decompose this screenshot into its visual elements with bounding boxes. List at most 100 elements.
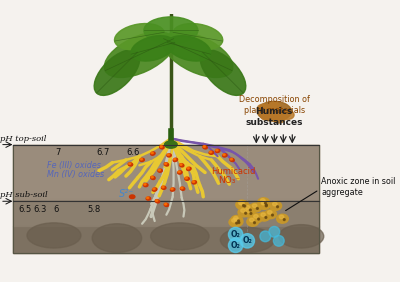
Ellipse shape	[158, 169, 162, 172]
Ellipse shape	[216, 149, 218, 151]
Text: pH top-soil: pH top-soil	[0, 135, 46, 143]
Circle shape	[273, 235, 284, 246]
Ellipse shape	[181, 187, 183, 189]
Ellipse shape	[232, 219, 236, 222]
Ellipse shape	[279, 215, 284, 219]
Ellipse shape	[131, 36, 175, 61]
Ellipse shape	[178, 171, 182, 174]
Ellipse shape	[277, 206, 278, 208]
Ellipse shape	[170, 188, 175, 191]
Ellipse shape	[247, 217, 258, 226]
Ellipse shape	[266, 204, 267, 206]
Ellipse shape	[187, 167, 189, 169]
Ellipse shape	[262, 201, 266, 204]
Text: Decomposition of
plant materials: Decomposition of plant materials	[239, 95, 310, 114]
Ellipse shape	[250, 218, 254, 222]
Ellipse shape	[173, 23, 223, 50]
Ellipse shape	[203, 146, 207, 149]
Bar	[14, 145, 319, 252]
Ellipse shape	[240, 202, 244, 205]
Ellipse shape	[92, 224, 142, 252]
Ellipse shape	[283, 219, 285, 221]
Text: Fe (III) oxides: Fe (III) oxides	[47, 161, 101, 170]
Ellipse shape	[254, 222, 255, 224]
Ellipse shape	[246, 209, 250, 213]
Ellipse shape	[277, 214, 288, 223]
Ellipse shape	[264, 202, 266, 204]
Text: 6.7: 6.7	[97, 148, 110, 157]
Circle shape	[228, 238, 243, 252]
Ellipse shape	[151, 176, 155, 180]
Ellipse shape	[160, 146, 162, 147]
Text: Anoxic zone in soil
aggregate: Anoxic zone in soil aggregate	[321, 177, 396, 197]
Ellipse shape	[250, 213, 252, 214]
Ellipse shape	[162, 186, 166, 189]
Ellipse shape	[230, 158, 234, 162]
Ellipse shape	[162, 186, 164, 188]
Ellipse shape	[268, 211, 272, 214]
Ellipse shape	[223, 154, 225, 155]
Ellipse shape	[167, 36, 211, 61]
Bar	[14, 226, 319, 252]
Ellipse shape	[268, 102, 280, 111]
Ellipse shape	[261, 201, 266, 205]
Ellipse shape	[258, 198, 270, 207]
Ellipse shape	[236, 200, 248, 209]
Ellipse shape	[236, 222, 238, 224]
Ellipse shape	[27, 223, 81, 248]
Ellipse shape	[257, 102, 291, 121]
Ellipse shape	[234, 218, 238, 222]
Ellipse shape	[230, 158, 232, 160]
Ellipse shape	[238, 208, 250, 217]
Ellipse shape	[258, 212, 270, 221]
Ellipse shape	[151, 223, 209, 250]
Text: O₂: O₂	[231, 230, 240, 239]
Ellipse shape	[238, 201, 243, 205]
Ellipse shape	[231, 217, 243, 226]
Ellipse shape	[128, 163, 131, 164]
Ellipse shape	[250, 203, 262, 212]
Ellipse shape	[210, 151, 212, 153]
Ellipse shape	[164, 141, 177, 148]
Ellipse shape	[220, 227, 274, 252]
Ellipse shape	[140, 158, 142, 160]
Ellipse shape	[192, 181, 196, 184]
Bar	[14, 145, 319, 252]
Ellipse shape	[140, 158, 144, 162]
Ellipse shape	[272, 214, 273, 216]
Ellipse shape	[265, 217, 267, 218]
Text: O₂: O₂	[231, 241, 240, 250]
Ellipse shape	[231, 215, 242, 224]
Ellipse shape	[164, 163, 169, 166]
Ellipse shape	[167, 154, 170, 155]
Ellipse shape	[144, 184, 146, 185]
Ellipse shape	[151, 152, 155, 155]
Ellipse shape	[185, 177, 188, 179]
Ellipse shape	[241, 209, 245, 212]
Text: Humics
substances: Humics substances	[246, 107, 303, 127]
Ellipse shape	[152, 188, 157, 191]
Ellipse shape	[155, 200, 160, 203]
Ellipse shape	[187, 167, 191, 171]
Circle shape	[228, 227, 243, 242]
Ellipse shape	[273, 202, 277, 206]
Bar	[14, 199, 319, 226]
Ellipse shape	[270, 201, 282, 210]
Ellipse shape	[216, 149, 220, 153]
Text: 6.5: 6.5	[18, 205, 32, 214]
Ellipse shape	[243, 205, 254, 214]
Ellipse shape	[261, 111, 273, 120]
Ellipse shape	[257, 104, 270, 113]
Ellipse shape	[94, 50, 140, 95]
Ellipse shape	[259, 200, 270, 209]
Ellipse shape	[171, 188, 173, 190]
Ellipse shape	[144, 17, 198, 44]
Ellipse shape	[144, 184, 148, 187]
Ellipse shape	[104, 32, 174, 78]
Ellipse shape	[130, 195, 135, 199]
Ellipse shape	[234, 216, 238, 220]
Ellipse shape	[279, 225, 324, 248]
Ellipse shape	[164, 203, 167, 205]
Text: pH sub-soil: pH sub-soil	[0, 191, 48, 199]
Ellipse shape	[229, 218, 241, 227]
